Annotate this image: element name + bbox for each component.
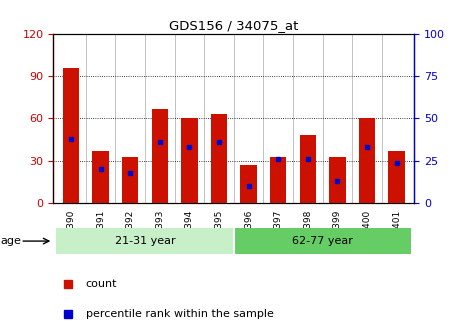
Bar <box>152 109 168 203</box>
Text: count: count <box>86 279 117 289</box>
Bar <box>300 135 316 203</box>
Bar <box>359 119 375 203</box>
Bar <box>240 165 257 203</box>
Title: GDS156 / 34075_at: GDS156 / 34075_at <box>169 19 299 33</box>
Bar <box>270 157 286 203</box>
Text: 62-77 year: 62-77 year <box>292 236 353 246</box>
Bar <box>211 114 227 203</box>
Text: percentile rank within the sample: percentile rank within the sample <box>86 309 274 319</box>
Bar <box>234 228 412 254</box>
Bar <box>63 68 79 203</box>
Bar <box>56 228 234 254</box>
Bar <box>181 119 198 203</box>
Bar <box>93 151 109 203</box>
Bar <box>388 151 405 203</box>
Text: age: age <box>0 236 21 246</box>
Text: 21-31 year: 21-31 year <box>115 236 175 246</box>
Bar <box>329 157 345 203</box>
Bar <box>122 157 138 203</box>
